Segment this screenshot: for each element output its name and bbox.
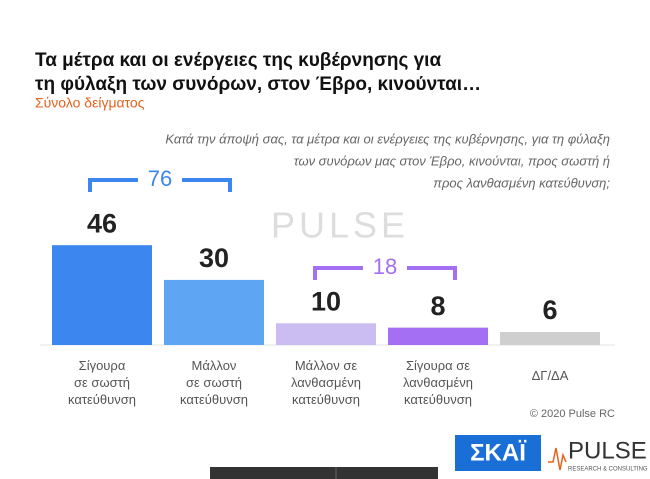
question: των συνόρων μας στον Έβρο, κινούνται, πρ… bbox=[294, 153, 610, 168]
x-tick-label: ΔΓ/ΔΑ bbox=[532, 368, 569, 383]
question: προς λανθασμένη κατεύθυνση; bbox=[433, 175, 610, 190]
x-tick-label-line: Μάλλον σε bbox=[295, 358, 358, 373]
bar bbox=[500, 331, 600, 345]
x-tick-label-line: Σίγουρα σε bbox=[406, 358, 470, 373]
value-label: 46 bbox=[87, 208, 117, 238]
x-tick-label-line: ΔΓ/ΔΑ bbox=[532, 368, 569, 383]
x-tick-label: Σίγουρα σε σωστή κατεύθυνση bbox=[68, 358, 136, 407]
x-tick-label-line: κατεύθυνση bbox=[404, 392, 472, 407]
bar bbox=[388, 327, 488, 345]
chart-title: Τα μέτρα και οι ενέργειες της κυβέρνησης… bbox=[35, 50, 441, 71]
bracket-label: 76 bbox=[148, 166, 172, 191]
x-tick-label: Μάλλον σε σωστή κατεύθυνση bbox=[180, 358, 248, 407]
bracket bbox=[313, 266, 457, 280]
bar bbox=[276, 323, 376, 345]
pulse-logo: PULSE bbox=[568, 437, 647, 464]
pulse-logo-sub: RESEARCH & CONSULTING bbox=[568, 467, 648, 473]
x-tick-label: Μάλλον σε λανθασμένη κατεύθυνση bbox=[291, 358, 361, 407]
value-label: 6 bbox=[542, 295, 557, 325]
value-label: 30 bbox=[199, 243, 229, 273]
watermark: PULSE bbox=[271, 205, 409, 246]
skai-logo: ΣΚΑΪ bbox=[470, 439, 527, 466]
pulse-icon bbox=[548, 447, 567, 471]
x-tick-label-line: λανθασμένη bbox=[403, 375, 473, 390]
x-tick-label-line: κατεύθυνση bbox=[180, 392, 248, 407]
copyright: © 2020 Pulse RC bbox=[530, 408, 615, 420]
x-tick-label-line: Σίγουρα bbox=[79, 358, 126, 373]
x-tick-label: Σίγουρα σε λανθασμένη κατεύθυνση bbox=[403, 358, 473, 407]
x-tick-label-line: λανθασμένη bbox=[291, 375, 361, 390]
chart-title: τη φύλαξη των συνόρων, στον Έβρο, κινούν… bbox=[35, 74, 481, 95]
bracket bbox=[88, 178, 232, 192]
bracket-label: 18 bbox=[373, 254, 397, 279]
value-label: 8 bbox=[430, 291, 445, 321]
skai-logo-box bbox=[455, 435, 541, 471]
x-tick-label-line: κατεύθυνση bbox=[68, 392, 136, 407]
bar bbox=[52, 245, 152, 345]
chart-subtitle: Σύνολο δείγματος bbox=[35, 95, 145, 111]
value-label: 10 bbox=[311, 286, 341, 316]
x-tick-label-line: σε σωστή bbox=[74, 375, 130, 390]
question: Κατά την άποψή σας, τα μέτρα και οι ενέρ… bbox=[165, 131, 610, 146]
x-tick-label-line: κατεύθυνση bbox=[292, 392, 360, 407]
bottom-toolbar bbox=[210, 467, 438, 479]
x-tick-label-line: σε σωστή bbox=[186, 375, 242, 390]
bar bbox=[164, 279, 264, 345]
x-tick-label-line: Μάλλον bbox=[192, 358, 237, 373]
